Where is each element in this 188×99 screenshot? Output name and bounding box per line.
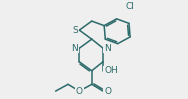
Text: S: S bbox=[72, 26, 78, 35]
Text: N: N bbox=[71, 44, 78, 53]
Text: Cl: Cl bbox=[126, 2, 135, 11]
Text: OH: OH bbox=[104, 66, 118, 75]
Text: N: N bbox=[104, 44, 111, 53]
Text: O: O bbox=[76, 87, 83, 96]
Text: O: O bbox=[104, 87, 111, 96]
